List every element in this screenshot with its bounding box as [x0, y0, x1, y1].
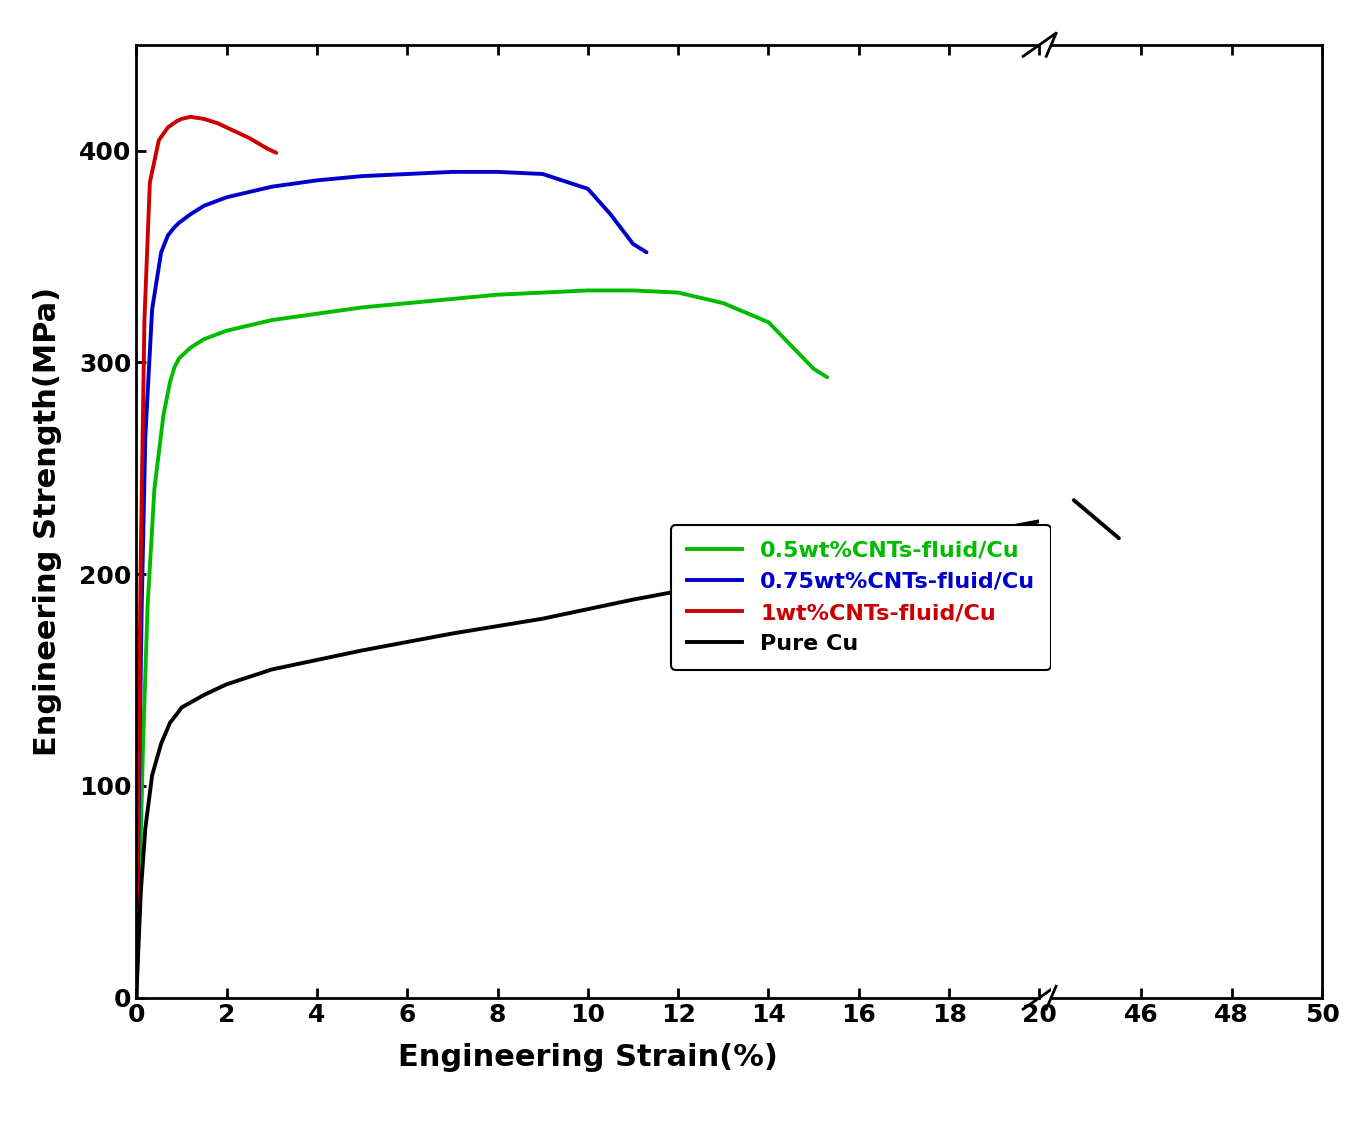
Legend: 0.5wt%CNTs-fluid/Cu, 0.75wt%CNTs-fluid/Cu, 1wt%CNTs-fluid/Cu, Pure Cu: 0.5wt%CNTs-fluid/Cu, 0.75wt%CNTs-fluid/C…: [671, 526, 1051, 669]
Y-axis label: Engineering Strength(MPa): Engineering Strength(MPa): [33, 287, 63, 756]
X-axis label: Engineering Strain(%): Engineering Strain(%): [398, 1044, 778, 1072]
